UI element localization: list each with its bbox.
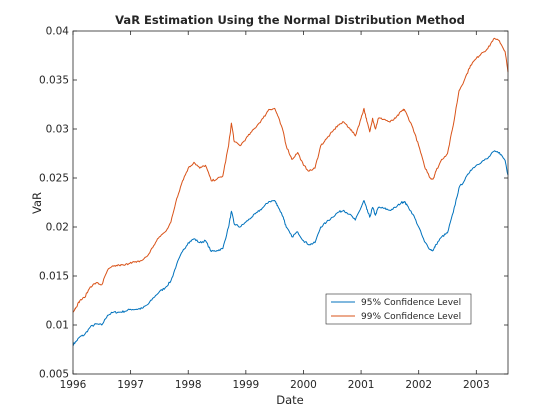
y-tick-label: 0.035	[39, 75, 69, 87]
y-tick-label: 0.005	[39, 369, 69, 381]
chart-title: VaR Estimation Using the Normal Distribu…	[115, 13, 465, 27]
x-axis: 1996 1997 1998 1999 2000 2001 2002 2003	[60, 31, 490, 391]
series-layer	[72, 37, 509, 346]
x-tick-label: 1997	[117, 379, 144, 391]
y-tick-label: 0.01	[46, 320, 69, 332]
y-tick-label: 0.03	[46, 124, 69, 136]
y-tick-label: 0.025	[39, 173, 69, 185]
plot-frame	[72, 30, 509, 375]
x-tick-label: 2002	[405, 379, 432, 391]
series-line-1	[72, 37, 509, 313]
series-line-0	[72, 150, 509, 346]
y-axis-label: VaR	[30, 192, 44, 214]
x-tick-label: 2000	[290, 379, 317, 391]
y-tick-label: 0.02	[46, 222, 69, 234]
x-tick-label: 2003	[463, 379, 490, 391]
legend-box	[325, 293, 472, 325]
x-tick-label: 1998	[175, 379, 202, 391]
y-axis: 0.005 0.01 0.015 0.02 0.025 0.03 0.035 0.04	[39, 26, 508, 381]
legend: 95% Confidence Level 99% Confidence Leve…	[325, 293, 472, 325]
y-tick-label: 0.015	[39, 271, 69, 283]
x-tick-label: 2001	[348, 379, 375, 391]
legend-label-95: 95% Confidence Level	[361, 298, 461, 308]
y-tick-label: 0.04	[46, 26, 70, 38]
x-tick-label: 1996	[60, 379, 87, 391]
x-axis-label: Date	[276, 393, 304, 407]
legend-label-99: 99% Confidence Level	[361, 312, 461, 322]
x-tick-label: 1999	[232, 379, 259, 391]
